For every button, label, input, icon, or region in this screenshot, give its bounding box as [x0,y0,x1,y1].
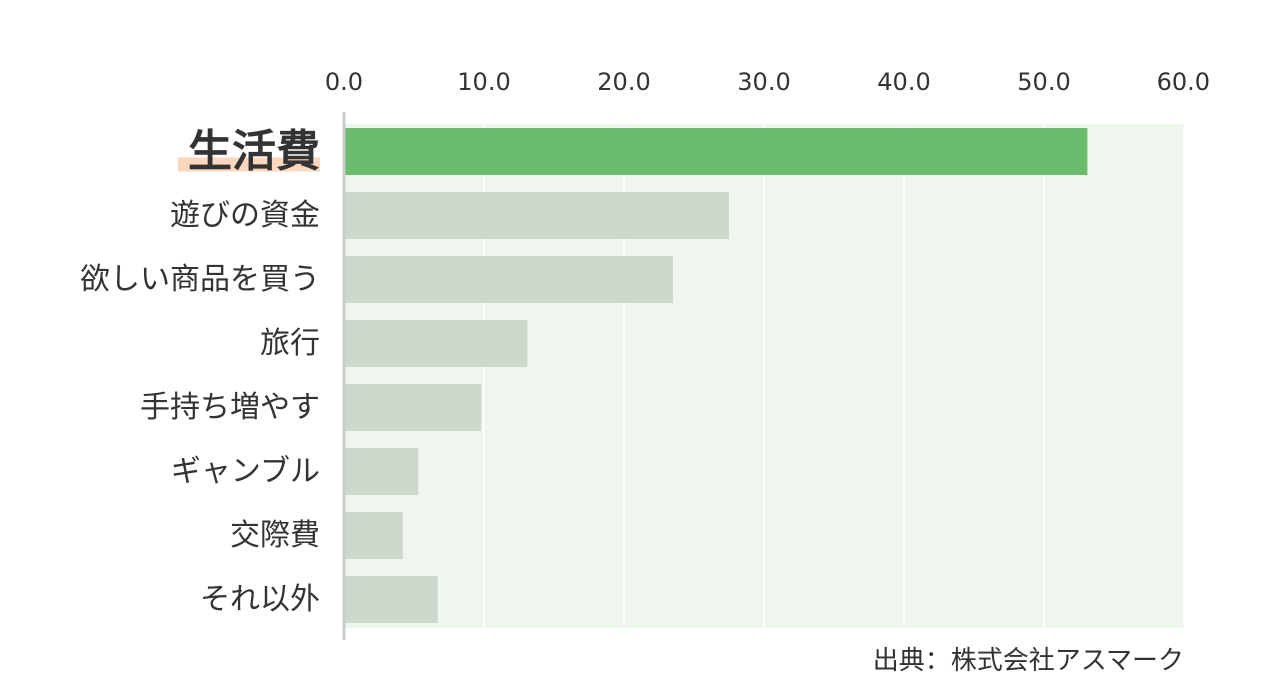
bar [344,448,419,495]
x-tick-label: 60.0 [1157,68,1210,96]
bar [344,576,438,623]
category-label: それ以外 [200,582,320,617]
category-label: 遊びの資金 [170,198,320,233]
category-label: 欲しい商品を買う [80,262,320,297]
category-label: 交際費 [230,518,320,553]
source-label: 出典：株式会社アスマーク [872,646,1184,676]
bar [344,256,673,303]
x-axis-ticks: 0.0 10.0 20.0 30.0 40.0 50.0 60.0 [325,68,1210,96]
category-label: 旅行 [260,326,320,361]
category-label: 生活費 [188,126,320,177]
x-tick-label: 50.0 [1017,68,1070,96]
x-tick-label: 40.0 [877,68,930,96]
bar [344,512,403,559]
bar [344,192,729,239]
bars [344,128,1088,623]
bar [344,128,1088,175]
category-label: ギャンブル [171,454,320,489]
highlight-marker [178,157,320,172]
x-tick-label: 10.0 [457,68,510,96]
category-label: 手持ち増やす [140,390,320,425]
x-tick-label: 0.0 [325,68,363,96]
bar [344,320,528,367]
x-tick-label: 30.0 [737,68,790,96]
bar [344,384,482,431]
x-tick-label: 20.0 [597,68,650,96]
